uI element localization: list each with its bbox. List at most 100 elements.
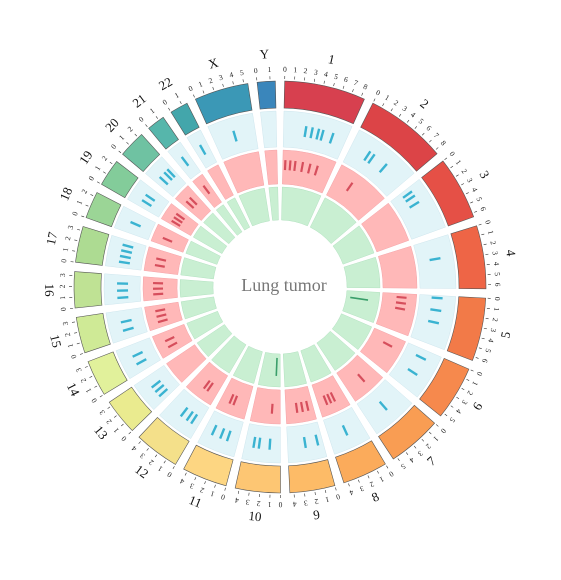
sv-track-2: [309, 197, 357, 245]
sv-track-15: [180, 296, 217, 320]
tick-label-1-4: 4: [323, 69, 329, 79]
ideogram-segment-X: [194, 83, 253, 125]
sv-track-14: [186, 310, 224, 340]
cnv-mark-19-2: [175, 212, 186, 221]
tick-label-4-2: 2: [488, 240, 498, 246]
tick-label-9-0: 0: [335, 492, 341, 502]
chromosome-15: 0 1 2 3 15: [47, 296, 217, 360]
sv-track-21: [215, 204, 243, 236]
cnv-track-X: [223, 151, 265, 194]
tick-label-16-3: 3: [58, 273, 67, 277]
cnv-mark-17-0: [154, 263, 165, 268]
tick-22-0: [168, 107, 171, 111]
tick-label-12-3: 3: [138, 451, 147, 461]
tick-label-15-1: 1: [65, 342, 75, 348]
cnv-track-18: [150, 223, 189, 253]
snv-mark-10-2: [252, 436, 257, 449]
tick-label-17-1: 1: [61, 247, 71, 252]
tick-label-8-3: 3: [358, 484, 365, 494]
tick-20-0: [118, 150, 122, 154]
sv-track-8: [300, 344, 332, 383]
tick-label-20-1: 1: [117, 133, 126, 142]
cnv-track-22: [207, 164, 234, 200]
sv-track-19: [192, 225, 228, 254]
ideogram-segment-7: [378, 404, 436, 460]
cnv-mark-15-2: [155, 308, 166, 313]
tick-label-2-0: 0: [374, 88, 382, 98]
tick-label-16-0: 0: [59, 307, 68, 312]
chromosome-16: 0 1 2 3 16: [42, 271, 214, 312]
tick-label-5-4: 4: [486, 338, 496, 344]
chromosome-label-7: 7: [424, 453, 439, 469]
ideogram-segment-2: [360, 102, 438, 172]
cnv-mark-1-1: [288, 160, 292, 171]
tick-4-1: [481, 233, 485, 236]
tick-label-1-5: 5: [333, 72, 339, 82]
tick-label-1-7: 7: [353, 78, 360, 88]
tick-label-14-1: 1: [83, 387, 93, 395]
snv-mark-16-0: [117, 295, 129, 300]
cnv-track-20: [174, 185, 212, 221]
tick-label-10-3: 3: [245, 498, 250, 507]
snv-mark-6-0: [415, 353, 427, 361]
tick-label-7-5: 5: [399, 462, 407, 472]
tick-3-3: [461, 183, 465, 186]
tick-14-3: [84, 366, 88, 368]
tick-label-11-2: 2: [199, 485, 206, 495]
snv-mark-2-1: [367, 153, 376, 164]
tick-label-X-4: 4: [228, 70, 234, 80]
tick-1-8: [361, 92, 364, 96]
cnv-track-5: [375, 292, 418, 337]
tick-label-2-5: 5: [417, 117, 426, 126]
sv-track-20: [203, 212, 236, 245]
snv-mark-10-0: [268, 438, 272, 450]
tick-5-3: [483, 327, 487, 330]
tick-label-3-2: 2: [460, 167, 470, 175]
tick-label-12-0: 0: [165, 470, 173, 480]
tick-2-6: [422, 132, 425, 136]
snv-track-9: [286, 421, 328, 464]
tick-label-3-4: 4: [470, 186, 480, 194]
ideogram-segment-12: [138, 417, 190, 465]
tick-label-8-0: 0: [387, 469, 395, 479]
snv-track-14: [115, 337, 161, 380]
chromosome-label-17: 17: [43, 230, 60, 246]
tick-label-1-1: 1: [293, 65, 298, 74]
tick-6-1: [466, 378, 470, 381]
cnv-mark-2-0: [345, 182, 354, 192]
cnv-mark-19-1: [173, 216, 183, 224]
cnv-mark-14-0: [167, 341, 178, 349]
sv-mark-10-0: [275, 357, 278, 376]
snv-mark-18-0: [130, 220, 142, 228]
tick-3-1: [450, 165, 454, 169]
tick-4-0: [478, 223, 482, 226]
cnv-mark-12-1: [202, 379, 211, 390]
tick-19-0: [96, 181, 100, 184]
tick-6-2: [461, 388, 465, 391]
snv-mark-5-2: [427, 319, 440, 325]
tick-13-1: [121, 423, 124, 427]
snv-mark-14-0: [135, 358, 147, 366]
ideogram-segment-19: [101, 161, 139, 199]
snv-mark-3-0: [402, 190, 413, 199]
tick-label-7-4: 4: [408, 455, 417, 465]
chromosome-label-Y: Y: [259, 46, 270, 62]
snv-mark-20-1: [163, 171, 173, 181]
tick-15-3: [71, 321, 76, 323]
tick-2-5: [414, 126, 418, 129]
cnv-mark-8-0: [329, 391, 337, 402]
ideogram-segment-17: [75, 226, 110, 266]
cnv-mark-14-1: [164, 336, 175, 343]
tick-label-4-1: 1: [486, 229, 496, 235]
cnv-mark-17-1: [156, 257, 167, 262]
cnv-track-14: [151, 323, 193, 359]
tick-label-2-1: 1: [383, 93, 391, 103]
tick-label-15-2: 2: [63, 332, 73, 338]
sv-mark-5-0: [350, 296, 369, 301]
tick-label-2-4: 4: [409, 110, 418, 120]
sv-track-10: [257, 352, 281, 388]
